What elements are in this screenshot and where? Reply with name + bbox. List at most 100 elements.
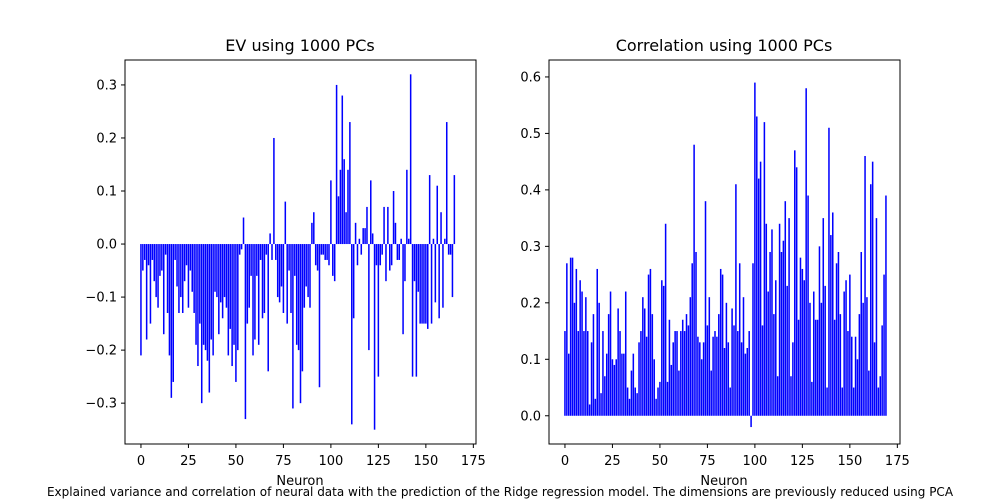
- bar: [280, 244, 283, 287]
- bar: [366, 206, 368, 245]
- bar: [311, 222, 313, 245]
- bar: [250, 244, 252, 276]
- x-tick-label: 175: [885, 454, 910, 469]
- bar: [145, 244, 148, 340]
- bar: [773, 314, 775, 416]
- bar: [737, 331, 739, 416]
- bar: [140, 244, 142, 356]
- bar: [313, 212, 315, 245]
- bar: [611, 359, 614, 416]
- bar: [695, 252, 697, 416]
- bar: [223, 244, 226, 298]
- bar: [674, 331, 676, 416]
- bar: [797, 319, 800, 416]
- bar: [683, 331, 686, 416]
- y-tick-label: 0.5: [520, 127, 541, 142]
- bar: [687, 325, 690, 416]
- chart-title: Correlation using 1000 PCs: [616, 36, 833, 55]
- bar: [697, 336, 699, 416]
- bar: [442, 244, 444, 308]
- bar: [818, 246, 821, 416]
- bar: [579, 280, 581, 416]
- plot-frame: [124, 59, 477, 445]
- bar: [778, 223, 781, 416]
- bar: [347, 169, 349, 245]
- bar: [314, 244, 317, 266]
- bar: [183, 244, 186, 282]
- bar: [742, 297, 745, 416]
- bar: [356, 244, 359, 266]
- bar: [841, 387, 844, 416]
- bar: [712, 336, 714, 416]
- bar: [290, 244, 292, 313]
- bar: [404, 244, 406, 282]
- bar: [425, 244, 427, 324]
- bar: [847, 331, 849, 416]
- bar: [371, 233, 374, 245]
- bar: [275, 244, 277, 260]
- bar: [373, 244, 376, 430]
- correlation-chart: Correlation using 1000 PCs 0 25 50 75 100 125…: [520, 36, 909, 489]
- bar: [212, 244, 214, 356]
- bar: [647, 274, 650, 416]
- bar: [858, 314, 861, 416]
- x-tick-label: 150: [837, 454, 862, 469]
- bar: [434, 244, 437, 303]
- bar: [693, 144, 695, 416]
- bar: [811, 381, 813, 416]
- bar: [615, 359, 617, 416]
- bar: [685, 314, 688, 416]
- bar: [237, 244, 239, 351]
- x-tick-label: 100: [742, 454, 767, 469]
- bar: [649, 268, 652, 416]
- bar: [813, 291, 815, 416]
- bar: [822, 218, 825, 416]
- bar: [153, 244, 156, 282]
- x-tick-label: 175: [461, 454, 486, 469]
- bar: [704, 201, 707, 416]
- bar: [750, 415, 752, 428]
- y-tick-label: 0.4: [520, 183, 541, 198]
- bar: [231, 244, 233, 367]
- bar: [586, 331, 589, 416]
- bar: [733, 325, 735, 416]
- bar: [670, 364, 673, 416]
- bar: [451, 244, 454, 298]
- bar: [176, 244, 178, 287]
- bar: [585, 297, 587, 416]
- bar: [354, 222, 357, 245]
- bar: [204, 244, 207, 351]
- bar: [721, 274, 724, 416]
- bar: [833, 319, 836, 416]
- figure-caption: Explained variance and correlation of ne…: [46, 485, 954, 499]
- x-tick-label: 50: [228, 454, 245, 469]
- bar: [419, 244, 421, 324]
- x-tick-label: 0: [137, 454, 145, 469]
- bar: [731, 308, 733, 416]
- x-axis-label: Neuron: [276, 474, 323, 489]
- bar: [364, 228, 366, 245]
- bar: [328, 244, 330, 266]
- bar: [706, 325, 709, 416]
- bar: [187, 244, 190, 308]
- bar: [600, 393, 602, 416]
- bar: [263, 244, 266, 313]
- bar: [837, 252, 840, 416]
- bar: [851, 336, 853, 416]
- x-tick-label: 50: [652, 454, 669, 469]
- bar: [413, 244, 416, 282]
- bar: [417, 244, 420, 292]
- bar: [246, 244, 249, 324]
- bar: [794, 150, 796, 416]
- ev-chart: EV using 1000 PCs 0 25 50 75 100 125 150 175 −0.…: [85, 36, 485, 489]
- bar: [276, 244, 279, 298]
- bar: [630, 370, 633, 416]
- bar: [754, 82, 756, 416]
- bar: [868, 370, 870, 416]
- bar: [744, 353, 747, 416]
- bar: [790, 376, 792, 416]
- bar: [430, 244, 433, 324]
- bar: [875, 218, 878, 416]
- bar: [786, 285, 788, 416]
- bar: [860, 252, 863, 416]
